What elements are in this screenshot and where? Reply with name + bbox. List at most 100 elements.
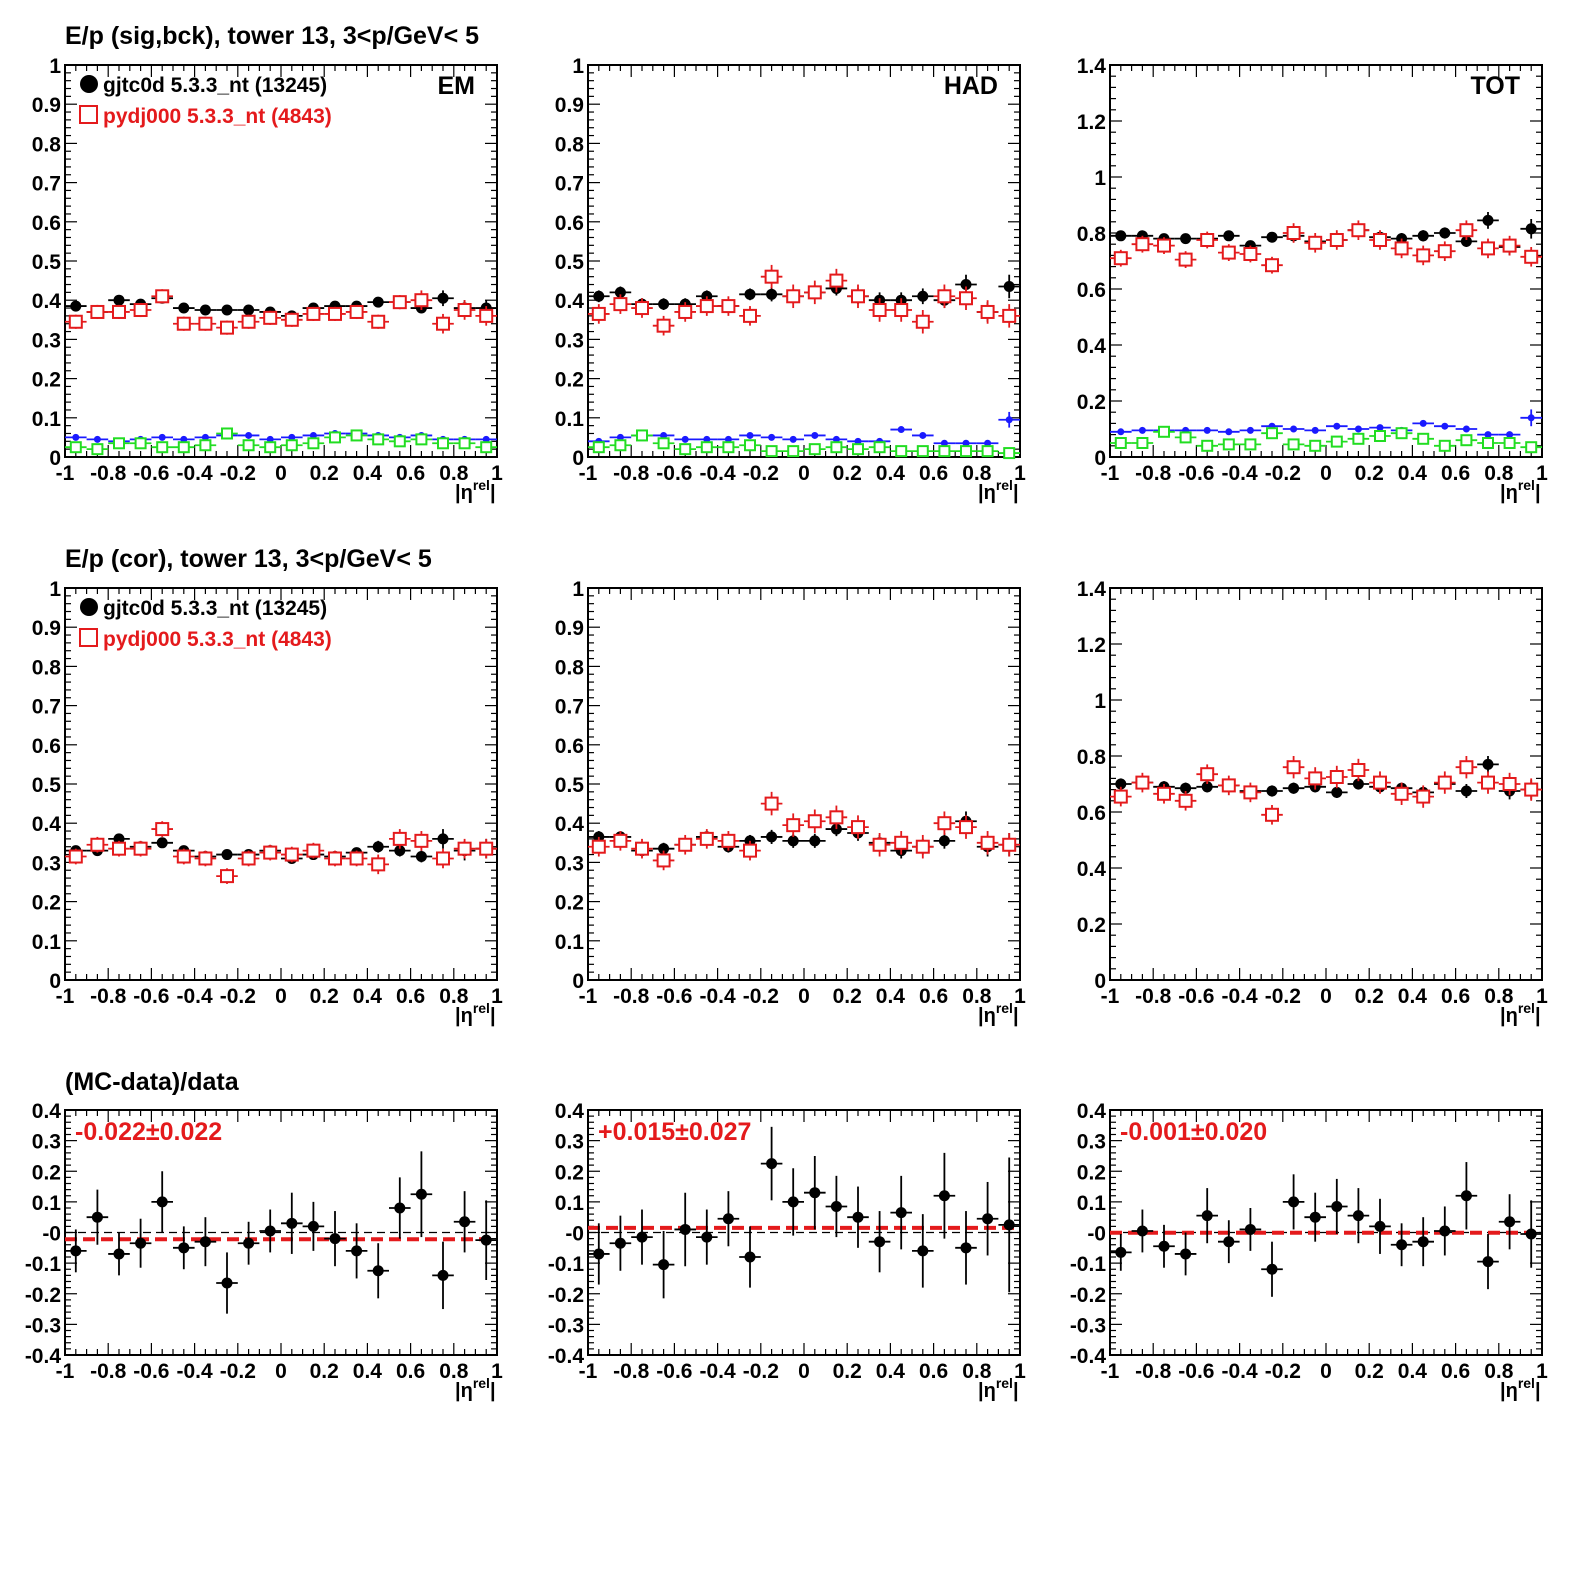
y-tick-label: 0.2 (1077, 391, 1106, 414)
data-point (955, 1211, 977, 1285)
marker-circle (178, 302, 190, 314)
x-axis-label-bar: | (490, 1005, 496, 1027)
data-point (1326, 230, 1348, 250)
data-point (912, 445, 934, 458)
data-point (1110, 437, 1132, 449)
panel-had-ratio: -1 -0.8 -0.6 -0.4 -0.2 0 0.2 0.4 0.6 0.8 1 -0.4 -0.3… (548, 1100, 1026, 1402)
panel-tag: EM (438, 72, 476, 100)
marker-square (635, 301, 649, 316)
marker-square (155, 289, 170, 304)
x-tick-label: 0.8 (962, 985, 992, 1008)
x-tick-label: -0.8 (1135, 985, 1172, 1008)
marker-circle (658, 843, 670, 855)
data-point (933, 439, 956, 447)
marker-square (764, 269, 779, 284)
marker-square (68, 849, 83, 864)
marker-square (414, 833, 429, 848)
x-tick-label: 0 (275, 985, 287, 1008)
marker-square (1394, 241, 1409, 256)
marker-square (1113, 251, 1128, 266)
marker-square (393, 435, 406, 448)
marker-square (1002, 308, 1017, 323)
data-point (65, 314, 87, 329)
data-point (345, 850, 368, 867)
marker-dot (984, 439, 992, 447)
data-point (760, 264, 783, 289)
data-point (281, 433, 303, 441)
marker-square (744, 439, 756, 452)
panel-em-sig-bck: -1 -0.8 -0.6 -0.4 -0.2 0 0.2 0.4 0.6 0.8 1 0 0.1 0.2 0… (32, 55, 503, 504)
x-tick-label: -0.4 (1222, 462, 1259, 485)
data-point (890, 831, 912, 855)
marker-square (851, 820, 865, 835)
data-point (1282, 1174, 1305, 1230)
data-point (1110, 778, 1132, 790)
data-point (1520, 409, 1542, 427)
data-point (1174, 233, 1197, 245)
y-tick-label: 0.7 (555, 173, 584, 196)
x-tick-label: 0.4 (353, 462, 383, 485)
x-tick-label: 0.2 (833, 985, 862, 1008)
marker-circle (722, 1213, 734, 1225)
data-point (1239, 782, 1262, 803)
data-point (976, 300, 999, 324)
data-point (976, 831, 999, 855)
y-tick-label: 0.3 (555, 329, 584, 352)
x-tick-label: 1 (1536, 1360, 1548, 1383)
data-point (1477, 437, 1499, 449)
data-point (868, 1211, 891, 1273)
marker-square (1287, 438, 1300, 451)
marker-circle (1331, 1200, 1343, 1212)
marker-square (1438, 439, 1451, 452)
marker-square (1395, 427, 1408, 440)
data-point (1218, 244, 1240, 261)
marker-circle (199, 304, 211, 316)
x-axis-label: |ηrel| (455, 1000, 496, 1027)
marker-square (1243, 247, 1258, 261)
x-tick-label: -0.4 (700, 1360, 737, 1383)
marker-circle (766, 288, 778, 300)
data-point (1174, 791, 1197, 811)
x-axis-label-sup: rel (473, 1375, 490, 1391)
data-point (173, 302, 195, 314)
data-point (847, 437, 869, 445)
marker-square (371, 857, 386, 872)
data-point (609, 294, 632, 314)
marker-square (678, 837, 693, 852)
data-point (237, 314, 260, 329)
marker-square (959, 291, 973, 306)
data-point (1304, 233, 1326, 253)
data-point (432, 290, 454, 307)
data-point (1455, 425, 1478, 433)
data-point (1218, 230, 1240, 242)
y-tick-label: 0.1 (32, 408, 62, 431)
data-point (696, 1209, 718, 1265)
series-3 (1110, 425, 1542, 454)
data-point (1347, 1188, 1370, 1244)
marker-square (90, 304, 105, 319)
data-point (194, 433, 217, 441)
marker-square (112, 841, 126, 856)
data-point (86, 435, 109, 443)
data-point (1390, 1223, 1413, 1267)
x-tick-label: 0.6 (1441, 462, 1470, 485)
x-tick-label: 0.4 (353, 1360, 383, 1383)
data-point (609, 439, 632, 452)
panels: -1 -0.8 -0.6 -0.4 -0.2 0 0.2 0.4 0.6 0.8 1 0 0.1 0.2 0… (25, 55, 1548, 1402)
data-point (65, 1229, 87, 1273)
marker-circle (917, 1245, 929, 1257)
data-point (1131, 235, 1154, 253)
data-point (804, 833, 826, 848)
marker-dot (1138, 426, 1146, 434)
data-point (631, 429, 653, 442)
x-tick-label: -0.2 (743, 1360, 779, 1383)
panel-tot-sig-bck: -1 -0.8 -0.6 -0.4 -0.2 0 0.2 0.4 0.6 0.8 1 0 0.2 0.4 0… (1077, 55, 1548, 504)
x-tick-label: -0.2 (1265, 985, 1301, 1008)
data-point (1110, 786, 1132, 807)
y-tick-label: 0.2 (32, 1161, 61, 1184)
data-point (782, 1168, 804, 1236)
y-tick-label: 0 (49, 447, 61, 470)
marker-circle (1266, 785, 1278, 797)
marker-dot (1311, 426, 1319, 434)
plot-frame (1109, 587, 1543, 981)
